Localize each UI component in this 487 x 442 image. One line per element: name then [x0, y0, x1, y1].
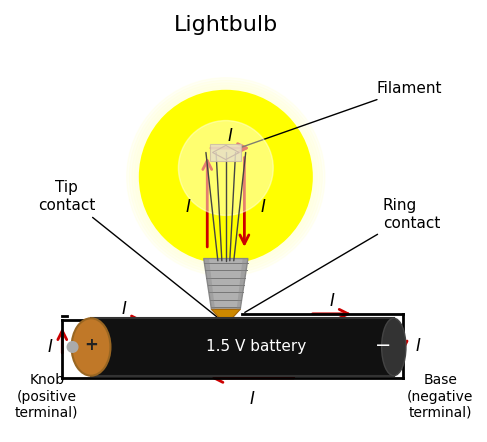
Text: Filament: Filament [242, 81, 442, 147]
Ellipse shape [72, 318, 111, 376]
Bar [91, 318, 394, 376]
Text: $I$: $I$ [47, 338, 53, 356]
Text: Tip
contact: Tip contact [38, 180, 219, 319]
Circle shape [178, 121, 273, 215]
Polygon shape [237, 259, 248, 309]
Polygon shape [204, 259, 215, 309]
Text: Lightbulb: Lightbulb [174, 15, 278, 35]
Circle shape [140, 91, 312, 263]
Text: Base
(negative
terminal): Base (negative terminal) [407, 373, 473, 420]
Circle shape [127, 78, 325, 276]
Ellipse shape [382, 318, 406, 376]
Text: +: + [84, 336, 98, 354]
Text: $I$: $I$ [260, 198, 266, 216]
Text: $I$: $I$ [329, 293, 335, 310]
Text: Ring
contact: Ring contact [245, 198, 440, 312]
Text: 1.5 V battery: 1.5 V battery [206, 339, 306, 354]
Circle shape [67, 342, 78, 352]
Text: Knob
(positive
terminal): Knob (positive terminal) [15, 373, 78, 420]
FancyBboxPatch shape [210, 144, 241, 161]
Text: $I$: $I$ [185, 198, 191, 216]
Text: $I$: $I$ [415, 337, 421, 355]
Text: $I$: $I$ [227, 127, 233, 145]
Text: −: − [375, 336, 391, 354]
Circle shape [129, 80, 322, 273]
Polygon shape [211, 309, 240, 323]
Text: $I$: $I$ [121, 300, 128, 317]
Text: $I$: $I$ [249, 390, 256, 408]
Polygon shape [204, 259, 248, 309]
